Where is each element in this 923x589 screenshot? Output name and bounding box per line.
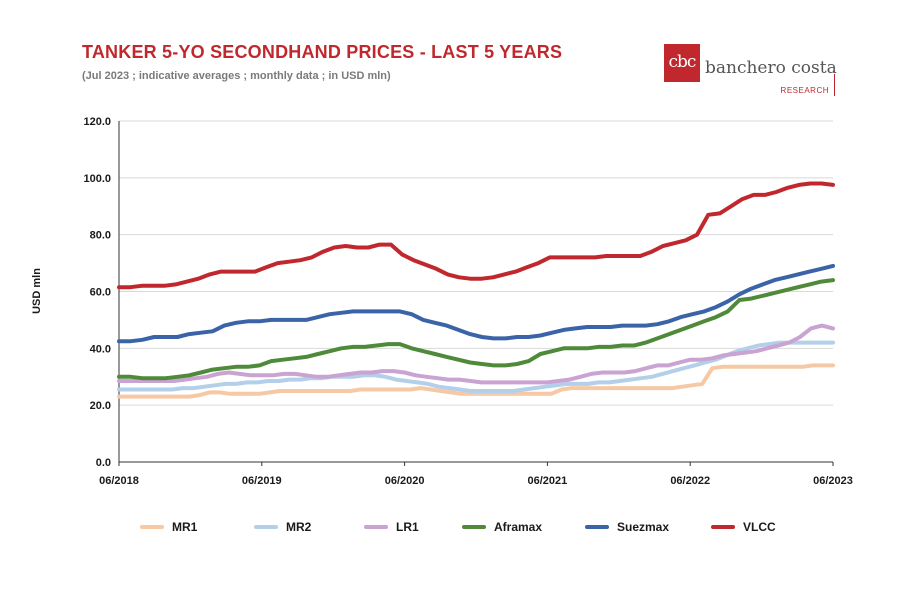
legend-item-mr1: MR1	[140, 517, 197, 537]
series-line-mr2	[117, 340, 835, 393]
series-line-aframax	[117, 278, 835, 381]
x-tick-label: 06/2021	[528, 475, 568, 487]
y-tick-label: 60.0	[90, 287, 111, 299]
gridlines	[119, 120, 833, 406]
series-line-suezmax	[117, 263, 835, 344]
y-tick-label: 40.0	[90, 343, 111, 355]
series-line-mr1	[117, 363, 835, 399]
legend-label: MR2	[286, 520, 312, 534]
logo-mark-text: cbc	[668, 52, 697, 72]
legend-swatch	[254, 525, 278, 529]
y-axis-label: USD mln	[31, 268, 43, 314]
series-line-lr1	[117, 323, 835, 385]
x-tick-label: 06/2018	[99, 475, 139, 487]
logo-name: banchero costa	[705, 58, 837, 78]
legend-item-mr2: MR2	[254, 517, 311, 537]
legend-item-vlcc: VLCC	[711, 517, 776, 537]
legend-label: Suezmax	[617, 520, 670, 534]
x-tick-label: 06/2023	[813, 475, 853, 487]
logo-sub: RESEARCH	[780, 86, 829, 95]
legend-swatch	[140, 525, 164, 529]
legend-item-lr1: LR1	[364, 517, 419, 537]
legend-item-suezmax: Suezmax	[585, 517, 669, 537]
y-tick-label: 80.0	[90, 230, 111, 242]
legend-item-aframax: Aframax	[462, 517, 542, 537]
legend-label: LR1	[396, 520, 419, 534]
series-line-vlcc	[117, 181, 835, 290]
logo-divider	[834, 74, 835, 96]
x-tick-label: 06/2019	[242, 475, 282, 487]
y-tick-label: 100.0	[83, 173, 111, 185]
chart-title: TANKER 5-YO SECONDHAND PRICES - LAST 5 Y…	[82, 42, 563, 62]
y-tick-label: 120.0	[83, 116, 111, 128]
legend-swatch	[462, 525, 486, 529]
legend-label: MR1	[172, 520, 198, 534]
legend-swatch	[364, 525, 388, 529]
x-tick-label: 06/2020	[385, 475, 425, 487]
y-tick-label: 20.0	[90, 400, 111, 412]
legend-label: Aframax	[494, 520, 543, 534]
legend-swatch	[711, 525, 735, 529]
x-tick-label: 06/2022	[670, 475, 710, 487]
series-lines	[117, 181, 835, 399]
chart-subtitle: (Jul 2023 ; indicative averages ; monthl…	[82, 70, 391, 82]
axes	[118, 121, 834, 466]
legend: MR1 MR2 LR1 Aframax Suezmax VLCC	[140, 517, 860, 537]
logo-mark: cbc	[664, 44, 700, 82]
legend-swatch	[585, 525, 609, 529]
x-tick-labels: 06/2018 06/2019 06/2020 06/2021 06/2022 06/20…	[99, 475, 853, 487]
banchero-costa-logo: cbc banchero costa RESEARCH	[664, 44, 839, 98]
legend-label: VLCC	[743, 520, 776, 534]
y-tick-label: 0.0	[96, 457, 111, 469]
y-tick-labels: 0.0 20.0 40.0 60.0 80.0 100.0 120.0	[83, 116, 111, 469]
